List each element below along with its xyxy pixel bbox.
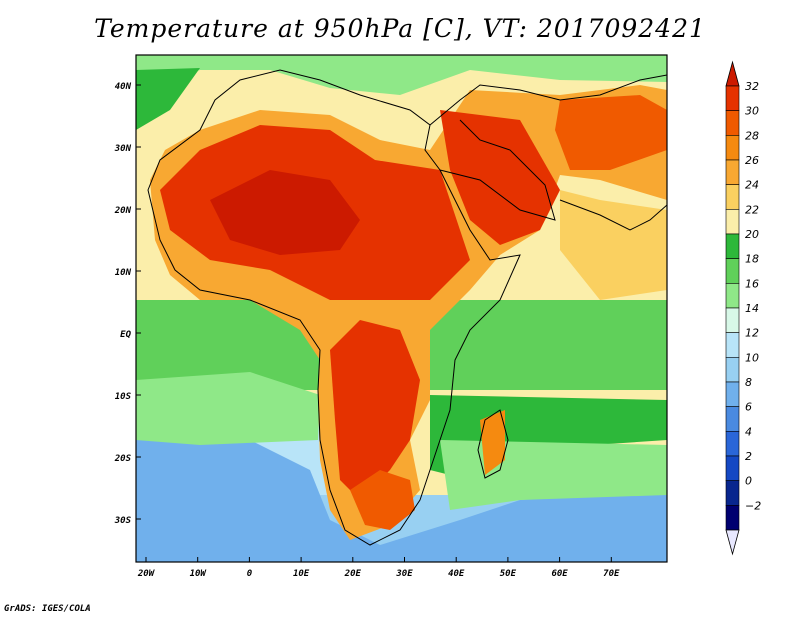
southern-africa-hot xyxy=(330,320,420,500)
lon-label: 10W xyxy=(190,569,208,579)
temperature-field xyxy=(136,55,667,562)
colorbar-swatch xyxy=(725,209,740,235)
colorbar-label: 32 xyxy=(745,80,759,93)
colorbar-swatch xyxy=(725,505,740,531)
northwest-green xyxy=(136,68,200,130)
southern-ocean-cold xyxy=(136,430,667,562)
colorbar-swatch xyxy=(725,283,740,309)
colorbar-top-arrow xyxy=(725,60,740,87)
colorbar-swatch xyxy=(725,258,740,284)
colorbar-label: 6 xyxy=(745,401,752,414)
colorbar-label: 22 xyxy=(745,203,759,216)
north-green-field xyxy=(136,55,667,95)
colorbar-swatch xyxy=(725,431,740,457)
south-atlantic-green xyxy=(136,372,320,445)
colorbar-swatch xyxy=(725,110,740,136)
colorbar-swatch xyxy=(725,233,740,259)
madagascar xyxy=(480,410,505,475)
colorbar-label: 30 xyxy=(745,105,759,118)
lat-label: 40N xyxy=(115,82,132,92)
colorbar-label: 16 xyxy=(745,277,759,290)
colorbar-label: 18 xyxy=(745,253,759,266)
persia-warm xyxy=(555,95,667,170)
latitude-labels: 40N 30N 20N 10N EQ 10S 20S 30S xyxy=(114,82,141,526)
colorbar-label: 2 xyxy=(745,450,752,463)
colorbar-swatch xyxy=(725,381,740,407)
lon-label: 20W xyxy=(137,569,156,579)
colorbar-label: 20 xyxy=(745,228,759,241)
colorbar-swatch xyxy=(725,480,740,506)
colorbar-swatch xyxy=(725,455,740,481)
lat-label: 30S xyxy=(114,516,132,526)
lon-label: 70E xyxy=(603,569,620,579)
colorbar-label: 14 xyxy=(745,302,759,315)
colorbar-label: 28 xyxy=(745,129,759,142)
longitude-labels: 20W 10W 0 10E 20E 30E 40E 50E 60E 70E xyxy=(137,557,620,579)
colorbar-label: 0 xyxy=(745,475,752,488)
colorbar-swatch xyxy=(725,332,740,358)
lon-label: 0 xyxy=(247,569,253,579)
colorbar-label: 10 xyxy=(745,351,759,364)
plot-frame xyxy=(135,54,668,563)
lat-label: 20N xyxy=(114,206,132,216)
colorbar-swatch xyxy=(725,307,740,333)
colorbar-label: 12 xyxy=(745,327,759,340)
lat-label: 10S xyxy=(115,392,132,402)
lon-label: 30E xyxy=(395,569,413,579)
colorbar-swatch xyxy=(725,184,740,210)
colorbar-swatch xyxy=(725,135,740,161)
sahel-hottest xyxy=(210,170,360,255)
lon-label: 50E xyxy=(500,569,517,579)
lon-label: 40E xyxy=(448,569,465,579)
colorbar-label: −2 xyxy=(745,499,761,512)
lat-label: 20S xyxy=(114,454,132,464)
colorbar-label: 8 xyxy=(745,376,752,389)
lat-label: 10N xyxy=(115,268,132,278)
lat-label: 30N xyxy=(114,144,132,154)
colorbar-swatch xyxy=(725,406,740,432)
credit-text: GrADS: IGES/COLA xyxy=(4,604,91,614)
lat-label: EQ xyxy=(120,330,131,340)
arabia-hot xyxy=(440,110,560,245)
lon-label: 10E xyxy=(293,569,310,579)
colorbar-swatch xyxy=(725,85,740,111)
coastlines xyxy=(147,69,668,546)
lon-label: 60E xyxy=(551,569,568,579)
lon-label: 20E xyxy=(344,569,362,579)
south-africa-warm xyxy=(350,470,415,530)
india-warm xyxy=(560,190,667,300)
colorbar-bottom-arrow xyxy=(725,529,740,556)
colorbar-label: 26 xyxy=(745,154,759,167)
colorbar-swatch xyxy=(725,159,740,185)
colorbar-label: 4 xyxy=(745,425,752,438)
map-title: Temperature at 950hPa [C], VT: 201709242… xyxy=(94,14,706,43)
colorbar-swatch xyxy=(725,357,740,383)
colorbar-label: 24 xyxy=(745,179,759,192)
